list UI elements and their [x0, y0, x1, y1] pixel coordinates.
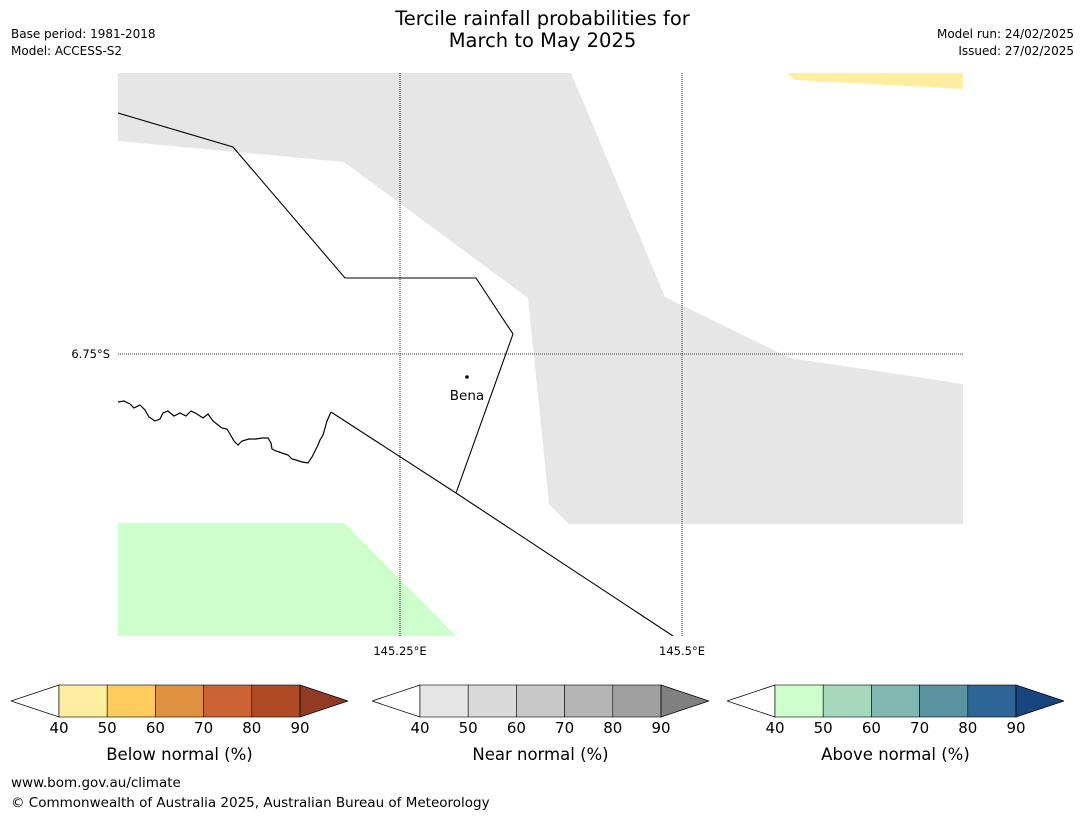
longitude-label-145-25: 145.25°E — [373, 644, 426, 658]
map-title: Tercile rainfall probabilities for March… — [0, 8, 1085, 52]
colorbar-tick-label: 40 — [410, 719, 430, 737]
near-normal-colorbar — [370, 684, 711, 718]
colorbar-tick-label: 70 — [555, 719, 575, 737]
longitude-label-145-5: 145.5°E — [659, 644, 705, 658]
model-info: Base period: 1981-2018 Model: ACCESS-S2 — [11, 26, 156, 60]
below-normal-region — [787, 73, 963, 89]
colorbar-segment — [155, 684, 204, 718]
colorbar-tick-label: 60 — [506, 719, 526, 737]
colorbar-tick-label: 60 — [145, 719, 165, 737]
issued-text: Issued: 27/02/2025 — [958, 44, 1074, 58]
colorbar-tick-label: 70 — [910, 719, 930, 737]
map-title-line2: March to May 2025 — [448, 29, 637, 52]
colorbar-segment — [612, 684, 662, 718]
colorbar-tick-label: 50 — [458, 719, 478, 737]
run-info: Model run: 24/02/2025 Issued: 27/02/2025 — [937, 26, 1074, 60]
map-title-line1: Tercile rainfall probabilities for — [395, 7, 690, 30]
footer-copyright: © Commonwealth of Australia 2025, Austra… — [11, 795, 490, 811]
colorbar-tick-label: 50 — [97, 719, 117, 737]
colorbar-min-extension — [9, 684, 60, 718]
colorbar-max-extension — [1015, 684, 1066, 718]
below-normal-colorbar — [9, 684, 350, 718]
near-normal-region — [118, 73, 963, 524]
colorbar-tick-label: 50 — [813, 719, 833, 737]
above-normal-region — [118, 523, 456, 636]
colorbar-tick-label: 80 — [242, 719, 262, 737]
model-run-text: Model run: 24/02/2025 — [936, 27, 1074, 41]
colorbar-segment — [967, 684, 1017, 718]
colorbar-min-extension — [725, 684, 776, 718]
near-normal-legend: 40 50 60 70 80 90 Near normal (%) — [370, 684, 711, 774]
colorbar-segment — [58, 684, 108, 718]
colorbar-tick-label: 90 — [651, 719, 671, 737]
colorbar-segment — [106, 684, 156, 718]
colorbar-segment — [774, 684, 824, 718]
bena-marker — [465, 375, 469, 379]
colorbar-tick-label: 90 — [290, 719, 310, 737]
colorbar-segment — [919, 684, 969, 718]
colorbar-tick-label: 90 — [1006, 719, 1026, 737]
colorbar-segment — [467, 684, 517, 718]
colorbar-segment — [564, 684, 614, 718]
latitude-label: 6.75°S — [71, 347, 110, 361]
colorbar-segment — [203, 684, 253, 718]
model-text: Model: ACCESS-S2 — [11, 44, 123, 58]
colorbar-tick-label: 80 — [603, 719, 623, 737]
colorbar-tick-label: 40 — [765, 719, 785, 737]
province-boundary — [118, 112, 514, 494]
coastline — [118, 400, 332, 464]
below-normal-label: Below normal (%) — [106, 745, 253, 764]
below-normal-legend: 40 50 60 70 80 90 Below normal (%) — [9, 684, 350, 774]
colorbar-segment — [419, 684, 469, 718]
colorbar-max-extension — [299, 684, 350, 718]
colorbar-segment — [871, 684, 920, 718]
colorbar-segment — [516, 684, 565, 718]
colorbar-min-extension — [370, 684, 421, 718]
rainfall-map: Bena 6.75°S 145.25°E 145.5°E — [71, 73, 963, 658]
colorbar-tick-label: 80 — [958, 719, 978, 737]
colorbar-segment — [822, 684, 872, 718]
colorbar-tick-label: 40 — [49, 719, 69, 737]
colorbar-tick-label: 60 — [861, 719, 881, 737]
above-normal-label: Above normal (%) — [821, 745, 970, 764]
bena-label: Bena — [450, 388, 484, 404]
above-normal-colorbar — [725, 684, 1066, 718]
base-period-text: Base period: 1981-2018 — [11, 27, 156, 41]
colorbar-max-extension — [660, 684, 711, 718]
above-normal-legend: 40 50 60 70 80 90 Above normal (%) — [725, 684, 1066, 774]
footer-url: www.bom.gov.au/climate — [11, 775, 181, 791]
colorbar-segment — [251, 684, 301, 718]
colorbar-tick-label: 70 — [194, 719, 214, 737]
province-boundary — [330, 411, 674, 636]
near-normal-label: Near normal (%) — [472, 745, 609, 764]
